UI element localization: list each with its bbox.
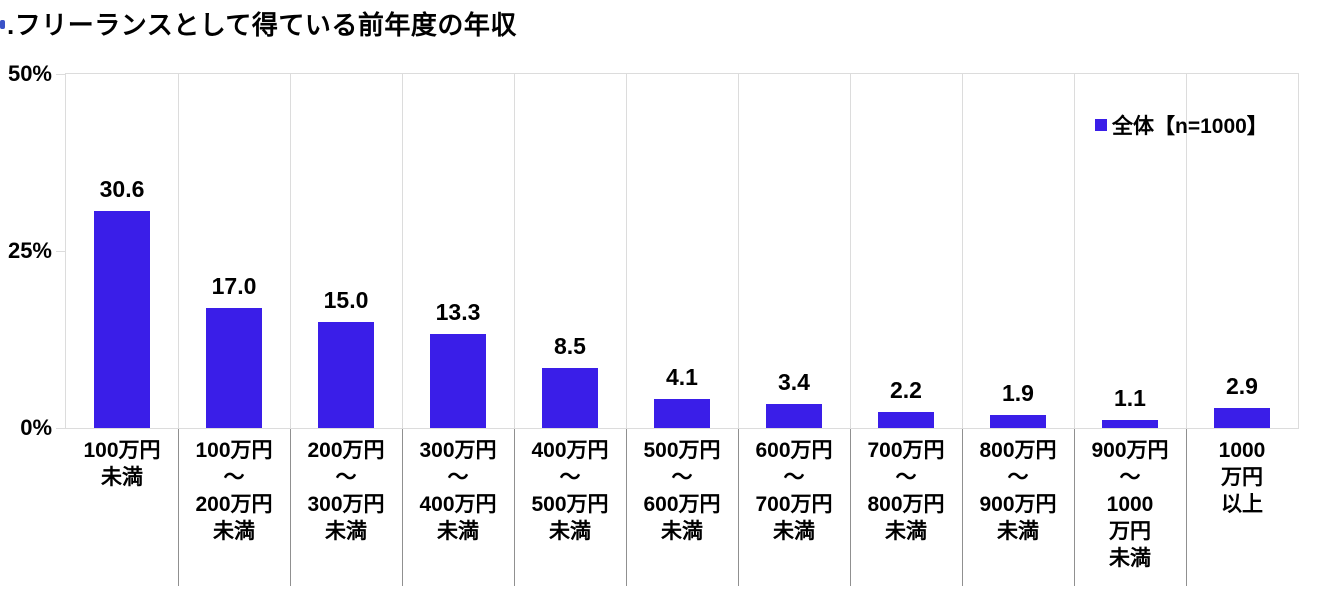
bar-value-label: 2.9	[1226, 372, 1258, 399]
bar	[430, 333, 486, 428]
category-separator	[626, 74, 627, 428]
category-separator	[850, 74, 851, 428]
category-separator	[178, 74, 179, 428]
y-axis-label-50: 50%	[7, 61, 52, 86]
y-axis-label-0: 0%	[20, 415, 52, 440]
bar-value-label: 1.9	[1002, 379, 1034, 406]
bar	[878, 412, 934, 428]
bar	[94, 211, 150, 428]
x-axis-category-separator	[738, 429, 739, 586]
category-separator	[402, 74, 403, 428]
x-axis-category-separator	[178, 429, 179, 586]
x-axis-category-separator	[1074, 429, 1075, 586]
bar-slot: 4.1	[626, 74, 738, 428]
x-axis-label: 800万円 ～ 900万円 未満	[979, 439, 1057, 543]
category-separator	[962, 74, 963, 428]
bar-slot: 1.1	[1074, 74, 1186, 428]
x-axis-label: 100万円 未満	[83, 439, 161, 489]
bar-value-label: 15.0	[323, 286, 369, 313]
bar	[1102, 420, 1158, 428]
bar-value-label: 30.6	[99, 176, 145, 203]
bar-slot: 8.5	[514, 74, 626, 428]
y-axis-tick	[56, 251, 65, 252]
bar-value-label: 3.4	[778, 368, 810, 395]
bar-slot: 13.3	[402, 74, 514, 428]
x-axis-category-separator	[514, 429, 515, 586]
bar-value-label: 17.0	[211, 272, 257, 299]
bar-slot: 17.0	[178, 74, 290, 428]
x-axis-category-separator	[962, 429, 963, 586]
x-axis-label: 600万円 ～ 700万円 未満	[755, 439, 833, 543]
bar	[654, 399, 710, 428]
legend-label: 全体【n=1000】	[1112, 115, 1268, 138]
bar-slot: 2.2	[850, 74, 962, 428]
y-axis-tick	[56, 74, 65, 75]
bar-slot: 15.0	[290, 74, 402, 428]
plot-area: 30.6 17.0 15.0 13.3 8.5 4.1 3.4 2.2 1.9 1.1 2.9	[65, 73, 1299, 429]
y-axis-label-25: 25%	[7, 238, 52, 263]
x-axis-label: 400万円 ～ 500万円 未満	[531, 439, 609, 543]
bar	[1214, 407, 1270, 428]
bar-value-label: 13.3	[435, 298, 481, 325]
bar	[318, 321, 374, 428]
legend-marker-square	[1095, 119, 1107, 131]
x-axis-label: 100万円 ～ 200万円 未満	[195, 439, 273, 543]
bar	[542, 367, 598, 428]
bar-value-label: 1.1	[1114, 385, 1146, 412]
y-axis-tick	[56, 428, 65, 429]
x-axis-label: 700万円 ～ 800万円 未満	[867, 439, 945, 543]
x-axis-label: 1000 万円 以上	[1218, 439, 1266, 516]
x-axis-label: 900万円 ～ 1000 万円 未満	[1091, 439, 1169, 570]
x-axis-category-separator	[290, 429, 291, 586]
bar	[206, 307, 262, 428]
x-axis-category-separator	[402, 429, 403, 586]
bar	[990, 414, 1046, 428]
cutoff-character-fragment	[0, 20, 5, 29]
category-separator	[738, 74, 739, 428]
bar	[766, 403, 822, 428]
x-axis-label: 200万円 ～ 300万円 未満	[307, 439, 385, 543]
category-separator	[290, 74, 291, 428]
bar-value-label: 8.5	[554, 332, 586, 359]
category-separator	[1074, 74, 1075, 428]
x-axis-label: 300万円 ～ 400万円 未満	[419, 439, 497, 543]
category-separator	[1186, 74, 1187, 428]
bar-slot: 30.6	[66, 74, 178, 428]
x-axis-category-separator	[850, 429, 851, 586]
x-axis-category-separator	[626, 429, 627, 586]
x-axis-category-separator	[1186, 429, 1187, 586]
category-separator	[514, 74, 515, 428]
bar-slot: 3.4	[738, 74, 850, 428]
bar-slot: 1.9	[962, 74, 1074, 428]
x-axis-label: 500万円 ～ 600万円 未満	[643, 439, 721, 543]
bar-slot: 2.9	[1186, 74, 1298, 428]
legend: 全体【n=1000】	[1095, 110, 1268, 140]
bar-value-label: 2.2	[890, 377, 922, 404]
bar-value-label: 4.1	[666, 364, 698, 390]
chart-title: .フリーランスとして得ている前年度の年収	[7, 10, 517, 40]
